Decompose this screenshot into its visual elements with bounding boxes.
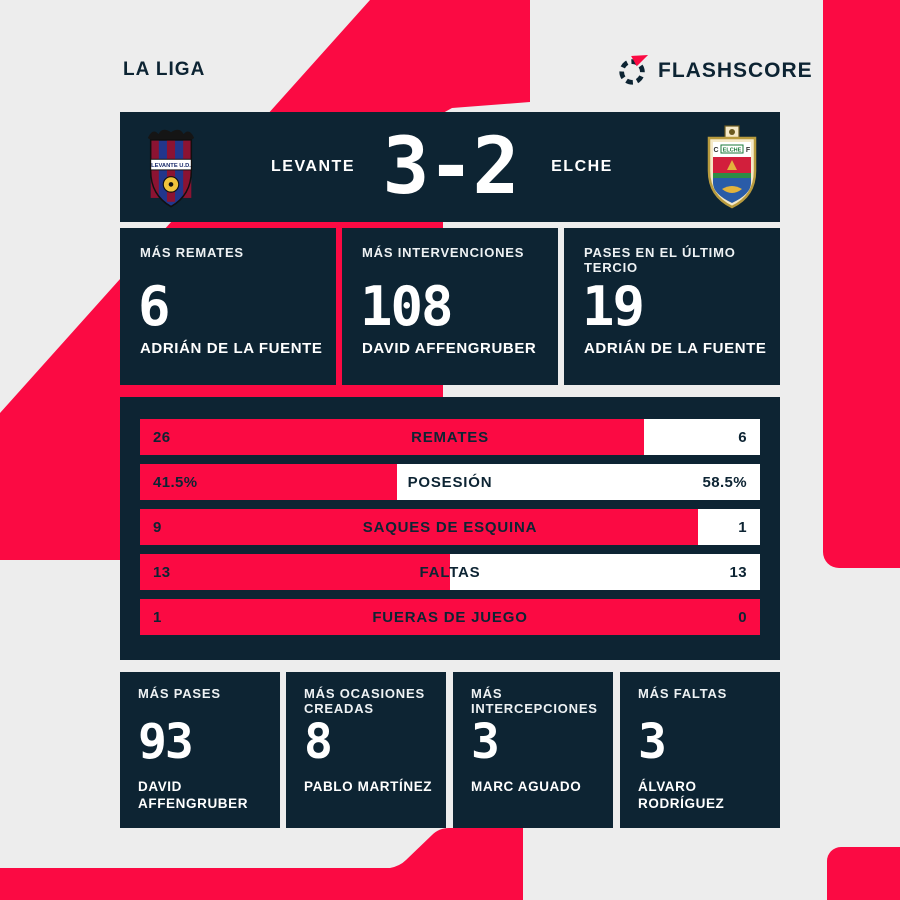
- away-value: 58.5%: [702, 473, 747, 491]
- league-title: LA LIGA: [123, 59, 206, 80]
- stat-bar-remates: 26 REMATES 6: [140, 419, 760, 455]
- stat-bar-fueras-de-juego: 1 FUERAS DE JUEGO 0: [140, 599, 760, 635]
- away-value: 1: [738, 518, 747, 536]
- away-value: 6: [738, 428, 747, 446]
- bar-label: SAQUES DE ESQUINA: [362, 518, 538, 536]
- stat-player: DAVID AFFENGRUBER: [362, 340, 537, 357]
- stat-bar-saques-de-esquina: 9 SAQUES DE ESQUINA 1: [140, 509, 760, 545]
- stat-value: 108: [360, 275, 454, 338]
- leader-box-mas-pases: MÁS PASES 93 DAVID AFFENGRUBER: [120, 672, 280, 828]
- stat-bar-posesion: 41.5% POSESIÓN 58.5%: [140, 464, 760, 500]
- away-team-crest: ELCHE C F: [704, 124, 760, 210]
- stat-label: MÁS PASES: [138, 686, 221, 701]
- svg-text:F: F: [746, 147, 751, 154]
- stat-bar-faltas: 13 FALTAS 13: [140, 554, 760, 590]
- home-bar-fill: [140, 509, 698, 545]
- bottom-left-band: [0, 828, 523, 900]
- leader-box-mas-intercepciones: MÁS INTERCEPCIONES 3 MARC AGUADO: [453, 672, 613, 828]
- bar-label: FUERAS DE JUEGO: [372, 608, 528, 626]
- home-team-crest: LEVANTE U.D.: [142, 124, 200, 210]
- match-score: 3-2: [382, 122, 520, 212]
- brand-wordmark: FLASHSCORE: [658, 59, 813, 82]
- stat-value: 3: [471, 714, 500, 770]
- away-team-name: ELCHE: [551, 158, 613, 175]
- stat-label: MÁS INTERVENCIONES: [362, 245, 525, 260]
- bar-label: POSESIÓN: [407, 473, 493, 491]
- away-value: 13: [729, 563, 747, 581]
- flashscore-spinner-icon: [619, 55, 649, 85]
- leader-box-pases-ultimo-tercio: PASES EN EL ÚLTIMO TERCIO 19 ADRIÁN DE L…: [564, 228, 780, 385]
- brand-logo: FLASHSCORE: [617, 55, 813, 87]
- home-value: 13: [153, 563, 171, 581]
- stat-player: ADRIÁN DE LA FUENTE: [584, 340, 767, 357]
- bottom-right-band: [827, 847, 900, 900]
- stat-value: 93: [138, 714, 194, 770]
- stat-label: PASES EN EL ÚLTIMO TERCIO: [584, 245, 736, 275]
- away-value: 0: [738, 608, 747, 626]
- right-band: [823, 0, 900, 568]
- stat-value: 6: [138, 275, 170, 338]
- stat-label: MÁS FALTAS: [638, 686, 728, 701]
- svg-text:LEVANTE U.D.: LEVANTE U.D.: [151, 163, 191, 169]
- leader-box-mas-remates: MÁS REMATES 6 ADRIÁN DE LA FUENTE: [120, 228, 336, 385]
- leader-box-mas-intervenciones: MÁS INTERVENCIONES 108 DAVID AFFENGRUBER: [342, 228, 558, 385]
- stat-value: 19: [582, 275, 645, 338]
- home-team-name: LEVANTE: [271, 158, 355, 175]
- stat-label: MÁS OCASIONES CREADAS: [304, 686, 425, 716]
- stat-value: 8: [304, 714, 333, 770]
- home-bar-fill: [140, 419, 644, 455]
- stat-player: ADRIÁN DE LA FUENTE: [140, 340, 323, 357]
- home-bar-fill: [140, 599, 760, 635]
- stat-label: MÁS INTERCEPCIONES: [471, 686, 598, 716]
- home-value: 41.5%: [153, 473, 198, 491]
- stat-player: PABLO MARTÍNEZ: [304, 779, 433, 794]
- stat-player: ÁLVARO RODRÍGUEZ: [638, 779, 725, 811]
- stat-player: MARC AGUADO: [471, 779, 582, 794]
- bar-label: REMATES: [411, 428, 489, 446]
- home-value: 26: [153, 428, 171, 446]
- home-value: 1: [153, 608, 162, 626]
- stat-player: DAVID AFFENGRUBER: [138, 779, 249, 811]
- stat-value: 3: [638, 714, 667, 770]
- scoreboard: LEVANTE U.D. LEVANTE 3-2 ELCHE ELCHE C F: [120, 112, 780, 222]
- home-bar-fill: [140, 554, 450, 590]
- bar-label: FALTAS: [419, 563, 481, 581]
- stat-label: MÁS REMATES: [140, 245, 244, 260]
- svg-text:C: C: [713, 147, 718, 154]
- leader-box-mas-faltas: MÁS FALTAS 3 ÁLVARO RODRÍGUEZ: [620, 672, 780, 828]
- svg-text:ELCHE: ELCHE: [723, 148, 742, 154]
- home-value: 9: [153, 518, 162, 536]
- match-stats-panel: 26 REMATES 6 41.5% POSESIÓN 58.5% 9 SAQU…: [120, 397, 780, 660]
- leader-box-mas-ocasiones-creadas: MÁS OCASIONES CREADAS 8 PABLO MARTÍNEZ: [286, 672, 446, 828]
- home-bar-fill: [140, 464, 398, 500]
